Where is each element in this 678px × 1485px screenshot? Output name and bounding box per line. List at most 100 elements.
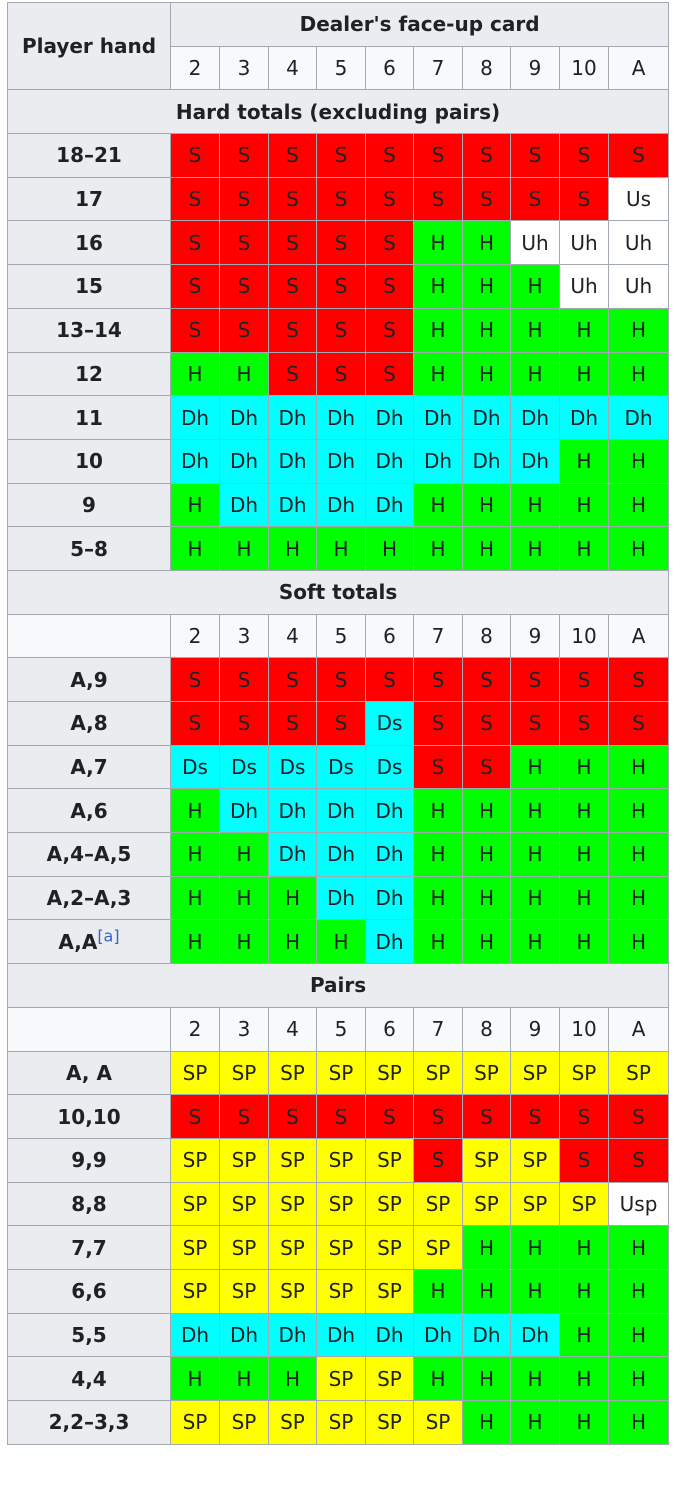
player-hand-label: 6,6 bbox=[71, 1279, 107, 1304]
strategy-cell: SP bbox=[510, 1137, 560, 1183]
strategy-cell: H bbox=[413, 264, 463, 309]
strategy-cell: Dh bbox=[510, 1312, 560, 1358]
strategy-cell: Dh bbox=[413, 438, 463, 484]
strategy-cell: SP bbox=[365, 1225, 414, 1270]
strategy-cell: H bbox=[413, 875, 463, 921]
strategy-cell: Dh bbox=[316, 395, 366, 440]
strategy-cell: H bbox=[559, 1225, 609, 1270]
player-hand-label: 4,4 bbox=[71, 1366, 107, 1391]
strategy-cell: H bbox=[510, 788, 560, 834]
strategy-cell: H bbox=[413, 919, 463, 965]
player-hand-label: 18–21 bbox=[56, 143, 122, 168]
strategy-cell: H bbox=[559, 526, 609, 571]
strategy-cell: H bbox=[559, 788, 609, 834]
player-hand-label: 11 bbox=[75, 405, 103, 430]
strategy-cell: Dh bbox=[365, 875, 414, 921]
strategy-cell: Dh bbox=[607, 395, 670, 440]
strategy-cell: Ds bbox=[365, 701, 414, 746]
player-hand: 13–14 bbox=[7, 307, 171, 353]
player-hand: 16 bbox=[7, 220, 171, 266]
player-hand-label: 5–8 bbox=[70, 536, 108, 561]
strategy-cell: S bbox=[316, 133, 366, 178]
strategy-cell: S bbox=[268, 657, 317, 702]
strategy-cell: H bbox=[607, 1356, 670, 1401]
strategy-cell: S bbox=[607, 1137, 670, 1183]
strategy-cell: H bbox=[607, 351, 670, 397]
strategy-cell: S bbox=[316, 176, 366, 222]
player-hand-label: 10,10 bbox=[57, 1104, 121, 1129]
table-row: 10,10 S S S S S S S S S S bbox=[7, 1094, 670, 1139]
strategy-cell: S bbox=[413, 176, 463, 222]
strategy-cell: Dh bbox=[268, 1312, 317, 1358]
strategy-cell: H bbox=[462, 1268, 511, 1314]
player-hand: A, A bbox=[7, 1050, 171, 1096]
strategy-cell: Uh bbox=[607, 220, 670, 266]
blank-cell bbox=[7, 613, 171, 659]
table-row: 5,5 Dh Dh Dh Dh Dh Dh Dh Dh H H bbox=[7, 1312, 670, 1358]
strategy-cell: SP bbox=[170, 1225, 220, 1270]
table-row: 2,2–3,3 SP SP SP SP SP SP H H H H bbox=[7, 1400, 670, 1445]
player-hand: 17 bbox=[7, 176, 171, 222]
strategy-cell: S bbox=[559, 176, 609, 222]
strategy-cell: H bbox=[607, 438, 670, 484]
strategy-cell: S bbox=[170, 1094, 220, 1139]
strategy-cell: SP bbox=[365, 1181, 414, 1227]
strategy-cell: Dh bbox=[510, 395, 560, 440]
strategy-cell: H bbox=[413, 832, 463, 877]
strategy-cell: SP bbox=[219, 1225, 269, 1270]
strategy-cell: S bbox=[219, 133, 269, 178]
strategy-cell: Dh bbox=[219, 395, 269, 440]
strategy-cell: SP bbox=[316, 1050, 366, 1096]
strategy-cell: Dh bbox=[316, 1312, 366, 1358]
strategy-cell: S bbox=[170, 133, 220, 178]
strategy-cell: H bbox=[462, 307, 511, 353]
strategy-cell: H bbox=[462, 1400, 511, 1445]
strategy-cell: S bbox=[510, 176, 560, 222]
strategy-cell: S bbox=[462, 176, 511, 222]
strategy-cell: H bbox=[510, 875, 560, 921]
footnote-link[interactable]: [a] bbox=[97, 926, 120, 946]
strategy-cell: H bbox=[607, 307, 670, 353]
strategy-cell: S bbox=[316, 220, 366, 266]
strategy-cell: H bbox=[219, 919, 269, 965]
dealer-card: 2 bbox=[170, 613, 220, 659]
strategy-cell: Dh bbox=[365, 832, 414, 877]
dealer-card: 9 bbox=[510, 45, 560, 91]
player-hand-label: A,2–A,3 bbox=[46, 886, 132, 911]
strategy-cell: H bbox=[219, 526, 269, 571]
strategy-cell: S bbox=[268, 307, 317, 353]
strategy-cell: S bbox=[462, 744, 511, 790]
strategy-cell: S bbox=[365, 133, 414, 178]
footnote: [a] bbox=[97, 926, 119, 945]
strategy-cell: H bbox=[462, 788, 511, 834]
strategy-cell: H bbox=[462, 220, 511, 266]
strategy-cell: Uh bbox=[607, 264, 670, 309]
strategy-cell: H bbox=[559, 1268, 609, 1314]
strategy-cell: H bbox=[607, 788, 670, 834]
table-row: 7,7 SP SP SP SP SP SP H H H H bbox=[7, 1225, 670, 1270]
strategy-cell: H bbox=[413, 526, 463, 571]
player-hand: A,6 bbox=[7, 788, 171, 834]
strategy-cell: SP bbox=[559, 1050, 609, 1096]
strategy-cell: S bbox=[268, 264, 317, 309]
strategy-cell: S bbox=[316, 351, 366, 397]
strategy-cell: S bbox=[219, 307, 269, 353]
table-row: Player hand Dealer's face-up card bbox=[7, 1, 670, 91]
strategy-cell: SP bbox=[316, 1400, 366, 1445]
strategy-cell: SP bbox=[170, 1181, 220, 1227]
section-title: Hard totals (excluding pairs) bbox=[6, 89, 670, 135]
strategy-cell: S bbox=[462, 133, 511, 178]
strategy-cell: H bbox=[510, 1268, 560, 1314]
strategy-cell: H bbox=[413, 1356, 463, 1401]
strategy-cell: H bbox=[510, 1400, 560, 1445]
strategy-cell: H bbox=[510, 351, 560, 397]
strategy-cell: SP bbox=[365, 1050, 414, 1096]
dealer-card: 3 bbox=[219, 45, 269, 91]
strategy-cell: SP bbox=[510, 1181, 560, 1227]
strategy-cell: H bbox=[170, 788, 220, 834]
strategy-cell: S bbox=[413, 133, 463, 178]
player-hand: A,7 bbox=[7, 744, 171, 790]
strategy-cell: H bbox=[219, 351, 269, 397]
strategy-cell: H bbox=[559, 744, 609, 790]
strategy-cell: S bbox=[510, 657, 560, 702]
